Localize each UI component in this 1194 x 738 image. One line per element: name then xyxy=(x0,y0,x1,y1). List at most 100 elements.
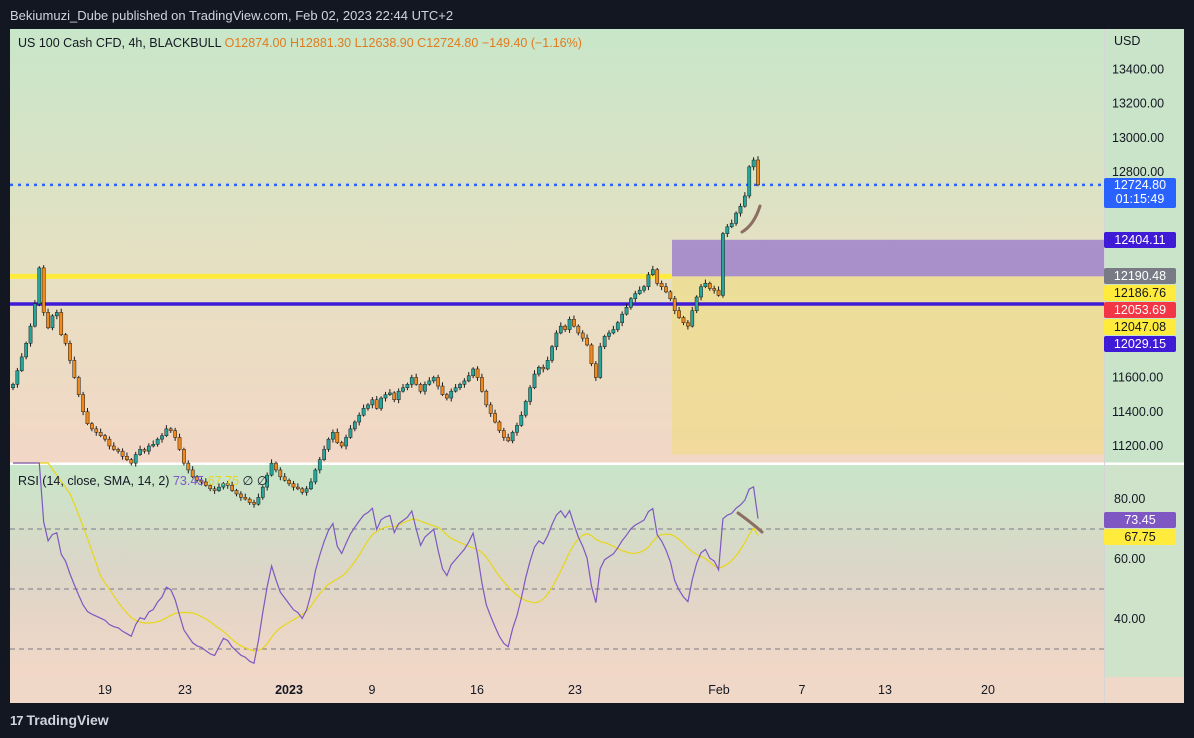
level-tag-1: 12190.48 xyxy=(1104,268,1176,284)
ohlc-open: O12874.00 xyxy=(224,36,287,50)
candle-body xyxy=(558,325,563,334)
level-tag-5: 12029.15 xyxy=(1104,336,1176,352)
ohlc-low: L12638.90 xyxy=(354,36,414,50)
price-tick-label: 11200.00 xyxy=(1112,439,1163,453)
candle-body xyxy=(655,269,660,284)
candle-body xyxy=(458,384,462,389)
candle-body xyxy=(164,428,169,436)
candle-body xyxy=(405,384,410,389)
candle-body xyxy=(712,288,717,291)
candle-body xyxy=(269,462,274,476)
candle-body xyxy=(725,226,730,234)
rsi-value-tag: 73.45 xyxy=(1104,512,1176,528)
candle-body xyxy=(103,435,107,440)
candle-body xyxy=(550,346,554,361)
candle-body xyxy=(532,373,537,389)
candle-body xyxy=(515,425,519,433)
rsi-legend[interactable]: RSI (14, close, SMA, 14, 2) 73.45 67.75 … xyxy=(18,473,268,488)
candle-body xyxy=(208,485,213,490)
zone-rect xyxy=(672,276,1104,455)
candle-body xyxy=(585,337,589,346)
candle-body xyxy=(738,206,743,214)
candle-body xyxy=(519,414,524,426)
time-tick-label: 13 xyxy=(878,683,892,697)
price-ticks: 11200.00 11400.00 11600.00 12800.00 13000.00… xyxy=(1112,62,1164,453)
rsi-axis-bg xyxy=(1104,465,1184,677)
candle-body xyxy=(225,483,230,486)
candle-body xyxy=(409,377,414,385)
candle-body xyxy=(707,283,712,289)
candle-body xyxy=(646,274,651,287)
zones xyxy=(672,239,1104,455)
candle-body xyxy=(747,166,752,197)
brand-name: TradingView xyxy=(26,712,109,728)
candle-body xyxy=(256,497,261,505)
candle-body xyxy=(484,390,489,406)
rsi-line xyxy=(13,462,759,665)
candle-body xyxy=(541,366,546,370)
rsi-pane: 40.00 60.00 80.00 xyxy=(10,462,1145,665)
candle-body xyxy=(265,474,270,488)
candle-body xyxy=(611,329,616,334)
candle-body xyxy=(506,437,511,442)
candle-body xyxy=(274,462,278,471)
candle-body xyxy=(339,442,344,447)
symbol-legend[interactable]: US 100 Cash CFD, 4h, BLACKBULL O12874.00… xyxy=(18,36,582,50)
candle-body xyxy=(15,370,20,385)
footer-brand[interactable]: 17 TradingView xyxy=(10,712,109,728)
candle-body xyxy=(392,392,397,401)
candle-body xyxy=(41,267,46,313)
candle-body xyxy=(352,421,357,430)
candle-body xyxy=(510,432,515,442)
candle-body xyxy=(580,332,585,339)
candle-body xyxy=(243,497,248,500)
candle-body xyxy=(594,363,598,378)
candle-body xyxy=(383,394,388,399)
rsi-pane-bg xyxy=(10,465,1104,677)
chart-frame[interactable]: 11200.00 11400.00 11600.00 12800.00 13000.00… xyxy=(10,29,1184,703)
candle-body xyxy=(756,159,760,186)
candle-body xyxy=(129,459,134,464)
candle-body xyxy=(190,469,195,478)
candle-body xyxy=(703,283,708,287)
chart-svg[interactable]: 11200.00 11400.00 11600.00 12800.00 13000.00… xyxy=(10,29,1184,703)
candle-body xyxy=(453,387,458,392)
candle-body xyxy=(379,397,383,409)
candle-body xyxy=(440,385,445,395)
time-tick-label: 23 xyxy=(568,683,582,697)
candle-body xyxy=(177,437,182,450)
candle-body xyxy=(466,375,471,382)
rsi-brush-line xyxy=(736,511,764,534)
candle-body xyxy=(462,380,467,385)
candle-body xyxy=(602,336,607,347)
candle-body xyxy=(396,390,401,401)
rsi-sma-tag: 67.75 xyxy=(1104,529,1176,545)
candle-body xyxy=(488,404,493,414)
candle-body xyxy=(607,332,611,337)
candle-body xyxy=(681,317,686,323)
candle-body xyxy=(160,435,164,440)
candle-body xyxy=(664,286,668,293)
candle-body xyxy=(344,437,348,447)
candle-body xyxy=(672,298,677,311)
candle-body xyxy=(28,325,33,344)
candle-body xyxy=(199,480,204,483)
candle-body xyxy=(313,469,318,483)
candle-body xyxy=(677,310,681,318)
price-tick-label: 11400.00 xyxy=(1112,405,1163,419)
candle-body xyxy=(212,488,217,491)
candle-body xyxy=(287,480,291,484)
candle-body xyxy=(361,408,366,416)
candle-body xyxy=(155,438,160,445)
candle-body xyxy=(278,469,283,478)
candle-body xyxy=(33,303,37,327)
candle-body xyxy=(721,233,725,296)
time-tick-label: 9 xyxy=(369,683,376,697)
candle-body xyxy=(37,267,42,305)
candle-body xyxy=(76,377,81,395)
candle-body xyxy=(554,332,559,347)
candle-body xyxy=(427,380,432,385)
time-ticks: 19 23 2023 9 16 23 Feb 7 13 20 xyxy=(98,683,995,697)
candle-body xyxy=(116,449,121,452)
candle-body xyxy=(694,296,699,311)
